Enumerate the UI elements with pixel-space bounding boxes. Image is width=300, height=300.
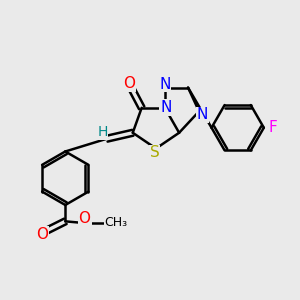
Text: O: O <box>79 211 91 226</box>
Text: O: O <box>36 227 48 242</box>
Text: H: H <box>97 125 108 139</box>
Text: F: F <box>269 120 278 135</box>
Text: N: N <box>160 100 172 115</box>
Text: S: S <box>150 146 159 160</box>
Text: O: O <box>123 76 135 91</box>
Text: N: N <box>197 107 208 122</box>
Text: CH₃: CH₃ <box>105 216 128 229</box>
Text: N: N <box>159 76 170 92</box>
